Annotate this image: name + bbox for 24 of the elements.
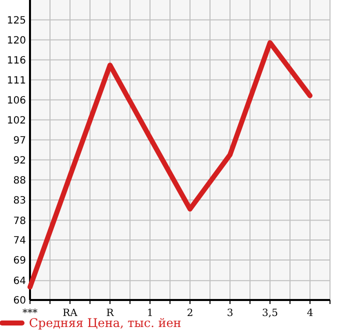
y-tick-label: 92: [13, 155, 26, 166]
x-tick-label: 2: [186, 308, 194, 319]
y-tick-label: 60: [13, 296, 26, 306]
y-tick-label: 83: [13, 195, 26, 206]
x-tick-label: R: [106, 308, 114, 319]
y-tick-label: 102: [6, 115, 26, 126]
y-tick-label: 106: [6, 95, 26, 106]
y-tick-label: 111: [6, 75, 26, 86]
y-tick-label: 125: [6, 15, 26, 26]
x-tick-label: 3,5: [262, 308, 278, 319]
x-tick-label: RA: [62, 308, 78, 319]
y-tick-label: 69: [13, 255, 26, 266]
x-tick-label: 3: [226, 308, 234, 319]
y-tick-label: 88: [13, 175, 26, 186]
y-tick-label: 64: [13, 276, 26, 288]
y-tick-label: 78: [13, 216, 26, 227]
x-tick-label: ***: [22, 308, 38, 319]
y-tick-label: 74: [13, 235, 26, 246]
y-tick-label: 120: [6, 35, 26, 46]
x-tick-label: 1: [146, 308, 154, 319]
y-tick-label: 97: [13, 135, 26, 146]
legend-label: Средняя Цена, тыс. йен: [29, 316, 182, 330]
x-tick-label: 4: [306, 308, 314, 319]
y-tick-label: 116: [6, 55, 26, 66]
